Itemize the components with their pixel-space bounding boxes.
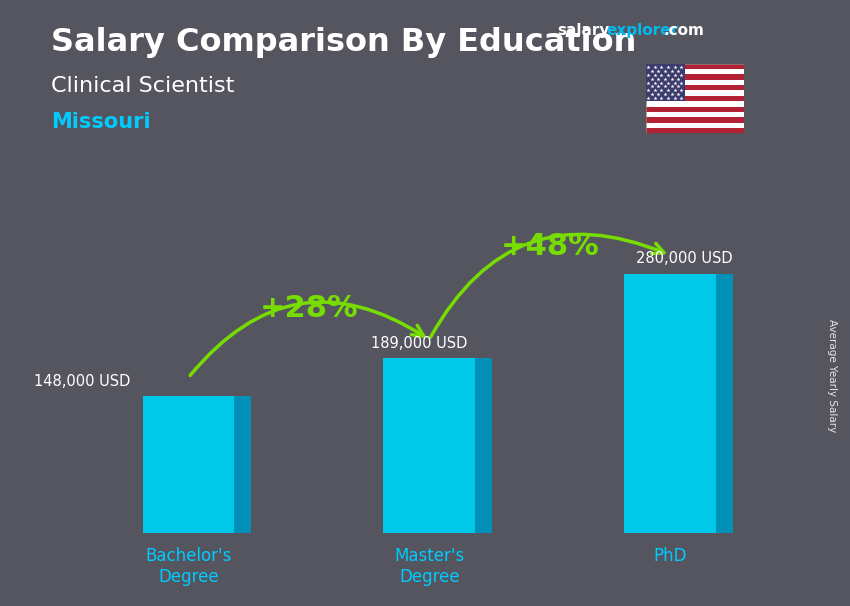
Text: +28%: +28%: [259, 293, 358, 322]
Bar: [646, 122, 744, 128]
Polygon shape: [624, 274, 716, 533]
Bar: [646, 112, 744, 117]
Bar: [646, 64, 744, 69]
Bar: [646, 107, 744, 112]
Bar: [646, 117, 744, 122]
Bar: [646, 75, 744, 80]
Bar: [646, 64, 685, 101]
Text: .com: .com: [664, 23, 705, 38]
Bar: [646, 90, 744, 96]
Text: Missouri: Missouri: [51, 112, 150, 132]
Bar: [646, 85, 744, 90]
Text: salary: salary: [557, 23, 609, 38]
Text: Average Yearly Salary: Average Yearly Salary: [827, 319, 837, 432]
Polygon shape: [475, 358, 492, 533]
Bar: [646, 96, 744, 101]
Text: 189,000 USD: 189,000 USD: [371, 336, 468, 351]
Polygon shape: [143, 396, 234, 533]
FancyArrowPatch shape: [431, 235, 664, 337]
Text: Clinical Scientist: Clinical Scientist: [51, 76, 235, 96]
Bar: [646, 69, 744, 75]
Bar: [646, 80, 744, 85]
Text: +48%: +48%: [501, 232, 599, 261]
Text: explorer: explorer: [606, 23, 678, 38]
Text: 148,000 USD: 148,000 USD: [34, 374, 131, 388]
Polygon shape: [716, 274, 733, 533]
Bar: [646, 128, 744, 133]
Bar: [646, 101, 744, 107]
Text: 280,000 USD: 280,000 USD: [637, 251, 733, 267]
FancyArrowPatch shape: [190, 302, 423, 376]
Polygon shape: [383, 358, 475, 533]
Polygon shape: [234, 396, 251, 533]
Text: Salary Comparison By Education: Salary Comparison By Education: [51, 27, 637, 58]
